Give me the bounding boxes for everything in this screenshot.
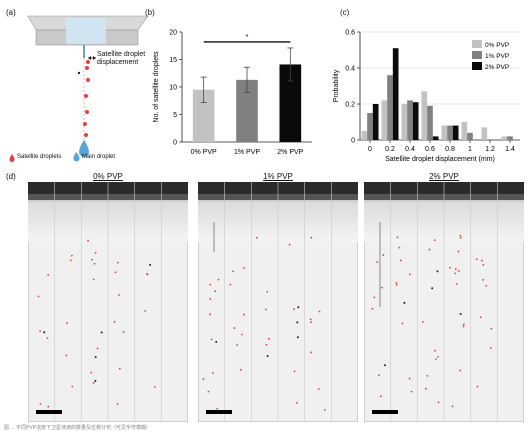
legend-label: 0% PVP <box>485 42 509 49</box>
nozzle-illustration <box>9 15 149 162</box>
x-tick-label: 0.4 <box>405 146 415 153</box>
x-tick-label: 1% PVP <box>234 149 260 156</box>
histogram-bar <box>392 48 399 141</box>
panel-c-label: (c) <box>340 8 350 17</box>
image-panel-title: 2% PVP <box>429 172 459 181</box>
x-tick-label: 0.8 <box>445 146 455 153</box>
histogram-bar <box>387 75 393 140</box>
histogram-bar <box>427 105 433 140</box>
x-tick-label: 2% PVP <box>277 149 303 156</box>
image-panel-title: 1% PVP <box>263 172 293 181</box>
y-tick-label: 0.4 <box>345 66 355 73</box>
y-tick-label: 0.6 <box>345 30 355 37</box>
image-panel-title: 0% PVP <box>93 172 123 181</box>
x-tick-label: 1.4 <box>505 146 515 153</box>
panel-b-label: (b) <box>145 8 155 17</box>
high-speed-image-sequence <box>364 182 524 422</box>
histogram-chart-c: 0 0.2 0.4 0.6 Probability 0 0.2 0.4 0.6 0.8 1 1.2 1.… <box>333 30 520 163</box>
panel-a-label: (a) <box>6 8 16 17</box>
bar <box>236 79 258 142</box>
histogram-bar <box>501 136 508 140</box>
x-tick-label: 0.2 <box>385 146 395 153</box>
legend-swatch <box>472 40 482 48</box>
y-tick-label: 10 <box>169 85 177 92</box>
y-tick-label: 0 <box>351 138 355 145</box>
y-tick-label: 15 <box>169 57 177 64</box>
y-tick-label: 0 <box>173 140 177 147</box>
x-axis-label: Satellite droplet displacement (mm) <box>385 156 495 163</box>
bar-chart-b: 0 5 10 15 20 No. of satellite droplets 0% PVP 1… <box>153 30 312 156</box>
legend-label: 2% PVP <box>485 64 509 71</box>
footer-caption: 图 ... 不同PVP浓度下卫星液滴的数量及位移分布（可见字符模糊） <box>4 425 151 431</box>
histogram-bar <box>481 127 488 140</box>
high-speed-image-sequence <box>28 182 188 422</box>
legend-satellite-label: Satellite droplets <box>17 154 62 160</box>
histogram-bar <box>507 136 513 140</box>
bar <box>279 64 302 142</box>
legend-swatch <box>472 51 482 59</box>
significance-mark: * <box>246 34 249 41</box>
x-tick-label: 0.6 <box>425 146 435 153</box>
histogram-bar <box>447 125 453 140</box>
y-axis-label: Probability <box>333 69 340 102</box>
histogram-bar <box>407 100 413 140</box>
histogram-bar <box>467 132 473 140</box>
satellite-droplets-schematic <box>83 60 90 137</box>
histogram-bar <box>432 136 439 140</box>
bar <box>192 89 215 142</box>
histogram-bar <box>361 131 368 140</box>
histogram-bar <box>441 125 448 140</box>
histogram-bar <box>412 102 419 140</box>
high-speed-image-sequence <box>198 182 358 422</box>
x-tick-label: 0 <box>368 146 372 153</box>
legend-main-label: Main droplet <box>82 154 116 160</box>
histogram-bar <box>461 122 468 140</box>
x-tick-label: 1.2 <box>485 146 495 153</box>
displacement-annotation: Satellite droplet displacement <box>97 51 146 66</box>
histogram-bar <box>372 104 379 140</box>
panel-d-label: (d) <box>6 172 16 181</box>
x-tick-label: 1 <box>468 146 472 153</box>
legend-swatch <box>472 62 482 70</box>
y-tick-label: 5 <box>173 112 177 119</box>
x-tick-label: 0% PVP <box>191 149 217 156</box>
histogram-bar <box>452 125 459 140</box>
histogram-bar <box>367 113 373 140</box>
histogram-bar <box>401 104 408 140</box>
y-tick-label: 0.2 <box>345 102 355 109</box>
histogram-bar <box>421 91 428 140</box>
y-tick-label: 20 <box>169 30 177 37</box>
y-axis-label: No. of satellite droplets <box>153 51 160 123</box>
histogram-bar <box>381 100 388 140</box>
main-droplet-schematic <box>79 140 89 157</box>
legend-label: 1% PVP <box>485 53 509 60</box>
